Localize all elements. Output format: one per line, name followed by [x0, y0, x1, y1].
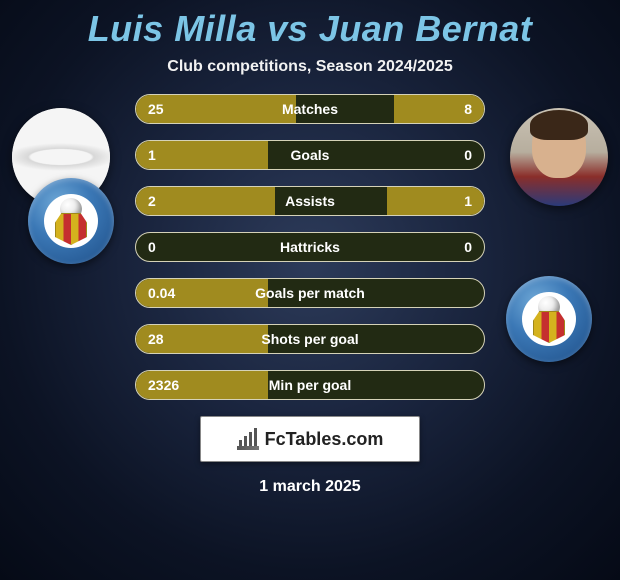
stat-value-right: 0 [464, 147, 472, 163]
footer-brand-text: FcTables.com [265, 429, 384, 450]
stat-fill-left [136, 187, 275, 215]
stat-value-left: 2326 [148, 377, 179, 393]
stat-label: Min per goal [269, 377, 351, 393]
stat-row: 2 1 Assists [135, 186, 485, 216]
stat-label: Goals per match [255, 285, 365, 301]
stat-row: 2326 Min per goal [135, 370, 485, 400]
comparison-subtitle: Club competitions, Season 2024/2025 [0, 58, 620, 76]
stat-row: 25 8 Matches [135, 94, 485, 124]
brand-bars-icon [237, 428, 259, 450]
badge-inner [44, 194, 98, 248]
stat-row: 28 Shots per goal [135, 324, 485, 354]
stat-value-left: 0 [148, 239, 156, 255]
infographic-content: Luis Milla vs Juan Bernat Club competiti… [0, 0, 620, 580]
stat-value-right: 8 [464, 101, 472, 117]
stat-label: Matches [282, 101, 338, 117]
stat-label: Goals [291, 147, 330, 163]
club-badge-left [28, 178, 114, 264]
stat-value-right: 0 [464, 239, 472, 255]
stat-value-left: 28 [148, 331, 164, 347]
club-badge-right [506, 276, 592, 362]
stat-value-left: 0.04 [148, 285, 175, 301]
badge-inner [522, 292, 576, 346]
stat-row: 1 0 Goals [135, 140, 485, 170]
stat-label: Assists [285, 193, 335, 209]
footer-brand-badge: FcTables.com [200, 416, 420, 462]
stat-value-left: 25 [148, 101, 164, 117]
stats-bars: 25 8 Matches 1 0 Goals 2 1 Assists 0 0 Hattricks 0.0… [135, 94, 485, 400]
stat-row: 0.04 Goals per match [135, 278, 485, 308]
infographic-date: 1 march 2025 [0, 478, 620, 496]
stat-value-left: 2 [148, 193, 156, 209]
stat-value-left: 1 [148, 147, 156, 163]
stat-value-right: 1 [464, 193, 472, 209]
stat-label: Shots per goal [261, 331, 358, 347]
stat-row: 0 0 Hattricks [135, 232, 485, 262]
stat-label: Hattricks [280, 239, 340, 255]
player-right-photo [510, 108, 608, 206]
comparison-title: Luis Milla vs Juan Bernat [0, 8, 620, 50]
